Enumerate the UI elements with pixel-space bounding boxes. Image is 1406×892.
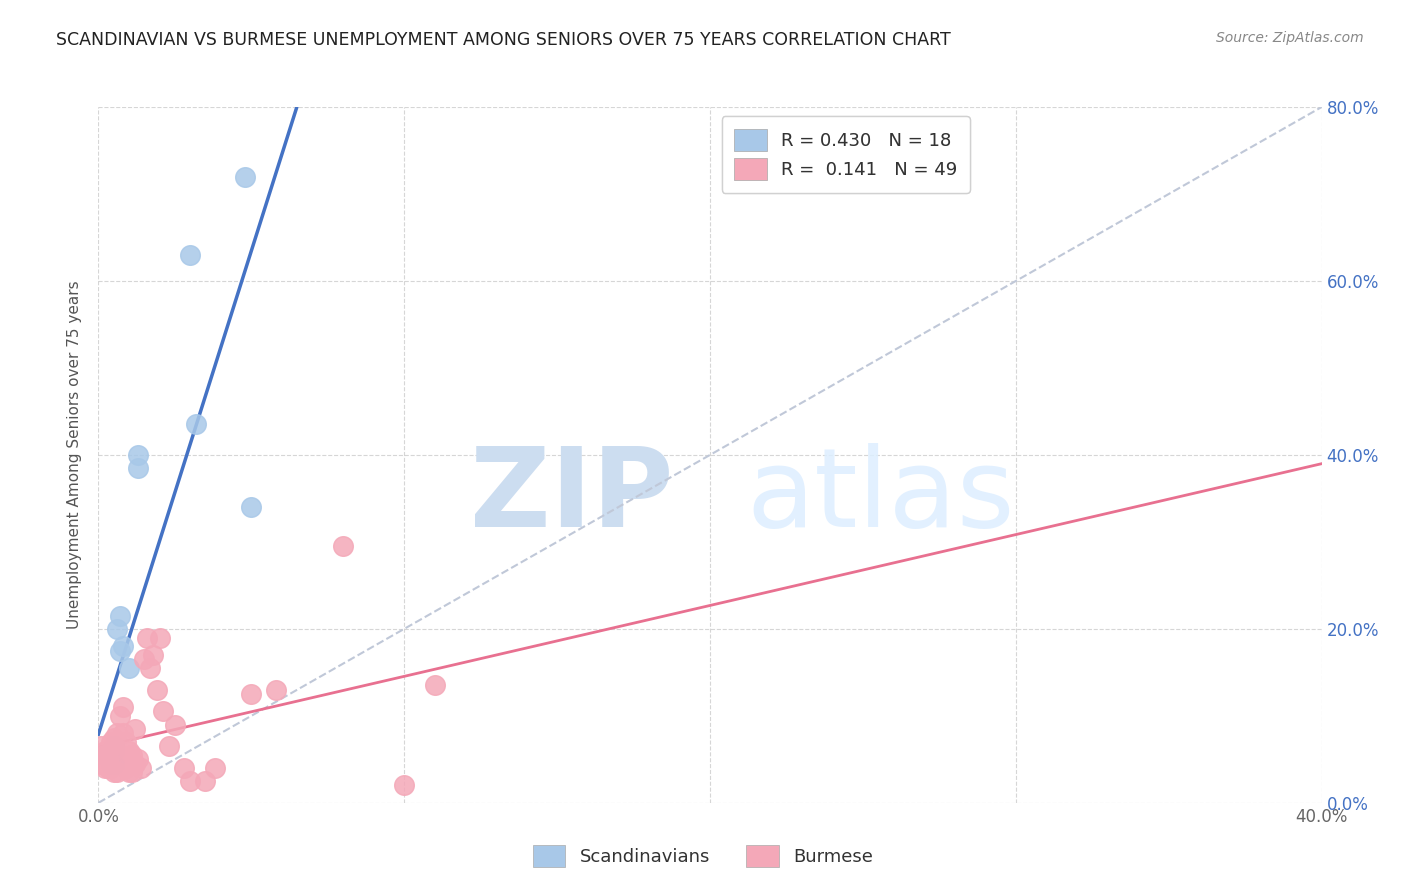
Point	[90, 747, 112, 762]
Y-axis label: Unemployment Among Seniors over 75 years: Unemployment Among Seniors over 75 years	[67, 281, 83, 629]
Point	[118, 744, 141, 758]
Point	[173, 761, 195, 775]
Point	[115, 761, 138, 775]
Point	[127, 461, 149, 475]
Point	[111, 639, 134, 653]
Point	[118, 765, 141, 780]
Point	[97, 744, 120, 758]
Point	[179, 774, 201, 789]
Point	[97, 752, 120, 766]
Point	[103, 756, 125, 771]
Point	[111, 726, 134, 740]
Point	[233, 169, 256, 184]
Point	[121, 747, 143, 762]
Point	[423, 678, 446, 692]
Point	[100, 756, 122, 771]
Point	[93, 747, 115, 762]
Point	[93, 747, 115, 762]
Point	[163, 717, 186, 731]
Point	[145, 682, 167, 697]
Point	[127, 448, 149, 462]
Point	[332, 539, 354, 553]
Point	[124, 756, 146, 771]
Point	[105, 726, 128, 740]
Point	[103, 744, 125, 758]
Point	[108, 608, 131, 623]
Point	[108, 708, 131, 723]
Point	[240, 500, 263, 514]
Point	[118, 661, 141, 675]
Point	[103, 744, 125, 758]
Point	[240, 687, 263, 701]
Point	[134, 652, 156, 666]
Point	[97, 761, 120, 775]
Point	[136, 631, 159, 645]
Point	[204, 761, 226, 775]
Point	[121, 765, 143, 780]
Text: atlas: atlas	[747, 443, 1015, 550]
Text: Source: ZipAtlas.com: Source: ZipAtlas.com	[1216, 31, 1364, 45]
Text: SCANDINAVIAN VS BURMESE UNEMPLOYMENT AMONG SENIORS OVER 75 YEARS CORRELATION CHA: SCANDINAVIAN VS BURMESE UNEMPLOYMENT AMO…	[56, 31, 950, 49]
Point	[103, 739, 125, 754]
Legend: R = 0.430   N = 18, R =  0.141   N = 49: R = 0.430 N = 18, R = 0.141 N = 49	[721, 116, 970, 193]
Point	[105, 622, 128, 636]
Point	[103, 731, 125, 745]
Point	[93, 744, 115, 758]
Point	[149, 631, 172, 645]
Point	[392, 778, 416, 792]
Point	[90, 756, 112, 771]
Point	[111, 700, 134, 714]
Point	[129, 761, 152, 775]
Point	[100, 761, 122, 775]
Point	[157, 739, 180, 754]
Point	[90, 739, 112, 754]
Point	[103, 765, 125, 780]
Point	[186, 417, 208, 432]
Point	[127, 752, 149, 766]
Point	[142, 648, 165, 662]
Point	[115, 735, 138, 749]
Point	[97, 747, 120, 762]
Point	[194, 774, 217, 789]
Point	[108, 747, 131, 762]
Point	[93, 761, 115, 775]
Legend: Scandinavians, Burmese: Scandinavians, Burmese	[526, 838, 880, 874]
Point	[108, 643, 131, 657]
Point	[105, 765, 128, 780]
Point	[97, 756, 120, 771]
Point	[179, 248, 201, 262]
Point	[100, 735, 122, 749]
Point	[264, 682, 287, 697]
Point	[124, 722, 146, 736]
Text: ZIP: ZIP	[470, 443, 673, 550]
Point	[139, 661, 162, 675]
Point	[152, 705, 174, 719]
Point	[100, 744, 122, 758]
